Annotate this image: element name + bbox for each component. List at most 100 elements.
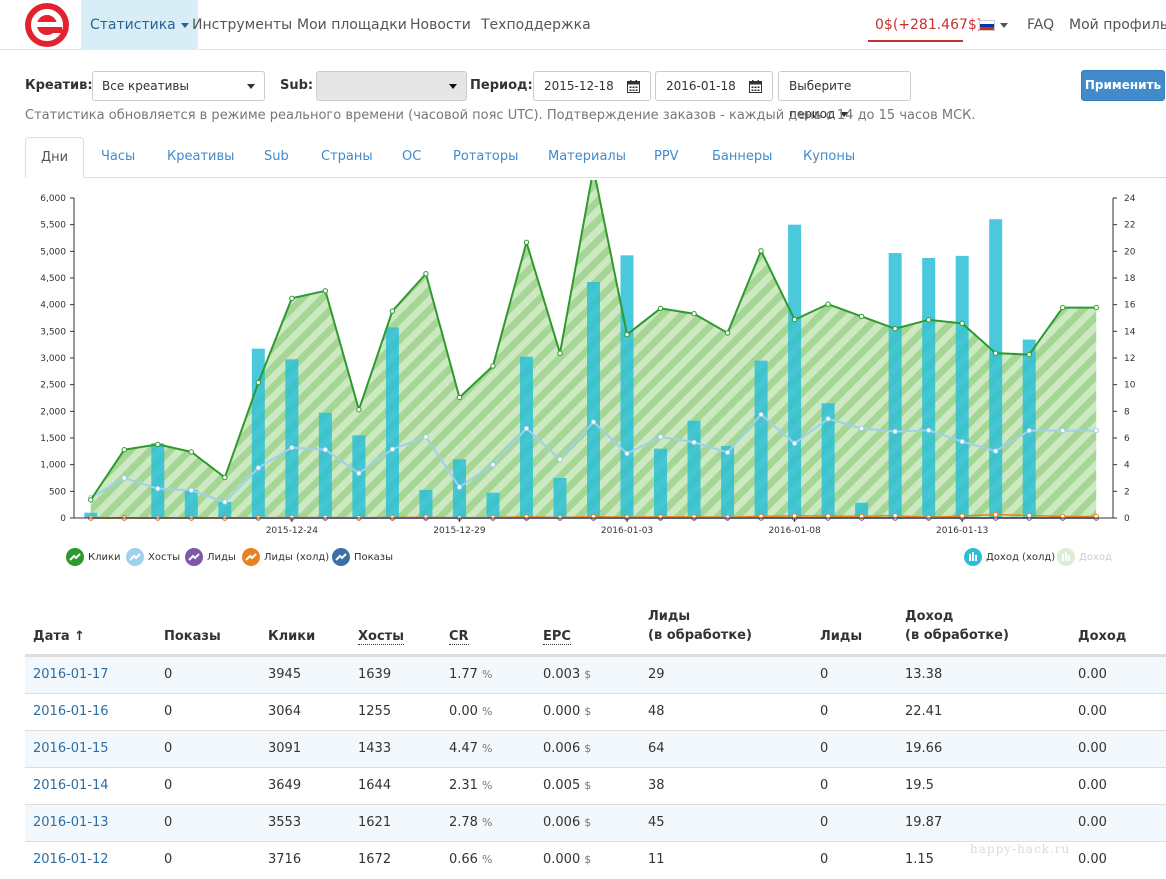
cell-hosts: 1639 (358, 657, 391, 693)
cell-hosts: 1644 (358, 768, 391, 804)
table-row: 2016-01-15 0 3091 1433 4.47% 0.006 $64 0 19.66 0.… (25, 730, 1166, 767)
sub-select[interactable] (316, 71, 467, 101)
legend-leads-hold[interactable]: Лиды (холд) (242, 548, 329, 568)
col-header-line: (в обработке) (905, 628, 1009, 643)
cell-clicks-value: 3945 (268, 667, 302, 682)
clicks-point (758, 248, 764, 254)
legend-hosts[interactable]: Хосты (126, 548, 180, 568)
profile-menu[interactable]: Мой профиль (1069, 0, 1166, 50)
y-right-tick-label: 18 (1124, 274, 1136, 284)
cell-date[interactable]: 2016-01-15 (33, 731, 109, 767)
balance-display[interactable]: 0$(+281.467$) (875, 17, 983, 33)
cell-clicks-value: 3091 (268, 741, 302, 756)
cell-hosts: 1672 (358, 842, 391, 878)
nav-item-news[interactable]: Новости (410, 17, 471, 33)
cell-epc-value: 0.000 (543, 704, 581, 719)
cell-income-value: 0.00 (1078, 667, 1107, 682)
cell-income-proc-value: 19.5 (905, 778, 934, 793)
cell-date[interactable]: 2016-01-14 (33, 768, 109, 804)
apply-button[interactable]: Применить (1081, 70, 1165, 101)
nav-item-support[interactable]: Техподдержка (481, 17, 591, 33)
date-to-input[interactable]: 2016-01-18 (655, 71, 741, 101)
tab-creatives[interactable]: Креативы (167, 149, 235, 164)
income-hold-bar (989, 219, 1003, 518)
cell-date[interactable]: 2016-01-12 (33, 842, 109, 878)
period-preset-dropdown[interactable]: Выберите период (778, 71, 911, 121)
cell-date[interactable]: 2016-01-16 (33, 694, 109, 730)
cell-leads: 0 (820, 768, 828, 804)
nav-item-tools[interactable]: Инструменты (192, 17, 293, 33)
y-left-tick-label: 4,000 (40, 301, 66, 311)
legend-hosts-icon (126, 548, 144, 566)
legend-clicks[interactable]: Клики (66, 548, 121, 568)
tab-materials[interactable]: Материалы (548, 149, 626, 164)
tab-banners[interactable]: Баннеры (712, 149, 773, 164)
cell-date-value: 2016-01-17 (33, 667, 109, 682)
creative-select[interactable]: Все креативы (92, 71, 265, 101)
col-header-epc-label: EPC (543, 629, 571, 645)
col-header-epc[interactable]: EPC (543, 627, 571, 646)
creative-select-value: Все креативы (102, 79, 189, 93)
col-header-cr[interactable]: CR (449, 627, 469, 646)
cell-epc-unit: $ (584, 816, 592, 829)
y-left-tick-label: 6,000 (40, 194, 66, 204)
clicks-point (456, 394, 463, 401)
legend-shows[interactable]: Показы (332, 548, 393, 568)
cell-clicks-value: 3649 (268, 778, 302, 793)
cell-leads-proc-value: 29 (648, 667, 665, 682)
y-right-tick-label: 0 (1124, 514, 1130, 524)
table-row: 2016-01-12 0 3716 1672 0.66% 0.000 $11 0 1.15 0.0… (25, 841, 1166, 878)
legend-income[interactable]: Доход (1057, 548, 1112, 568)
col-header-date[interactable]: Дата ↑ (33, 629, 86, 644)
y-left-tick-label: 2,500 (40, 381, 66, 391)
income-hold-bar (184, 490, 198, 518)
table-row: 2016-01-14 0 3649 1644 2.31% 0.005 $38 0 19.5 0.0… (25, 767, 1166, 804)
cell-income: 0.00 (1078, 731, 1107, 767)
language-selector[interactable] (979, 0, 1008, 50)
col-header-income[interactable]: Доход (1078, 629, 1127, 644)
cell-clicks-value: 3064 (268, 704, 302, 719)
col-header-line: Доход (905, 609, 954, 624)
tab-sub[interactable]: Sub (264, 149, 289, 164)
cell-date[interactable]: 2016-01-17 (33, 657, 109, 693)
date-to-calendar-button[interactable] (739, 71, 773, 101)
balance-underline (868, 40, 963, 42)
logo[interactable] (22, 2, 72, 48)
hosts-point (1060, 427, 1066, 434)
nav-item-my-sites[interactable]: Мои площадки (297, 17, 407, 33)
income-hold-bar (251, 348, 265, 518)
income-hold-bar (654, 448, 668, 518)
nav-item-statistics[interactable]: Статистика (81, 0, 198, 50)
tab-hours[interactable]: Часы (101, 149, 136, 164)
cell-epc-unit: $ (584, 668, 592, 681)
income-hold-bar (352, 435, 366, 518)
col-header-hosts[interactable]: Хосты (358, 627, 404, 646)
date-from-input[interactable]: 2015-12-18 (533, 71, 619, 101)
tab-os[interactable]: ОС (402, 149, 422, 164)
cell-shows: 0 (164, 657, 172, 693)
nav-item-faq[interactable]: FAQ (1027, 17, 1055, 33)
legend-income-hold[interactable]: Доход (холд) (964, 548, 1055, 568)
clicks-point (356, 407, 362, 413)
clicks-point (925, 317, 932, 323)
leads-hold-point (389, 514, 396, 521)
col-header-leads[interactable]: Лиды (820, 629, 863, 644)
tab-ppv[interactable]: PPV (654, 149, 679, 164)
cell-date[interactable]: 2016-01-13 (33, 805, 109, 841)
tab-rotators[interactable]: Ротаторы (453, 149, 519, 164)
tab-days[interactable]: Дни (25, 137, 85, 178)
cell-epc: 0.000 $ (543, 694, 591, 730)
tab-coupons[interactable]: Купоны (803, 149, 856, 164)
clicks-point (155, 441, 161, 448)
hosts-point (255, 465, 262, 471)
tab-countries[interactable]: Страны (321, 149, 373, 164)
col-header-leads-proc[interactable]: Лиды (в обработке) (648, 607, 752, 645)
col-header-clicks[interactable]: Клики (268, 629, 316, 644)
col-header-shows[interactable]: Показы (164, 629, 221, 644)
legend-leads[interactable]: Лиды (185, 548, 236, 568)
legend-label: Лиды (холд) (264, 552, 330, 563)
cell-leads-proc-value: 38 (648, 778, 665, 793)
col-header-income-proc[interactable]: Доход (в обработке) (905, 607, 1009, 645)
nav-item-label: Статистика (90, 17, 176, 33)
date-from-calendar-button[interactable] (617, 71, 651, 101)
